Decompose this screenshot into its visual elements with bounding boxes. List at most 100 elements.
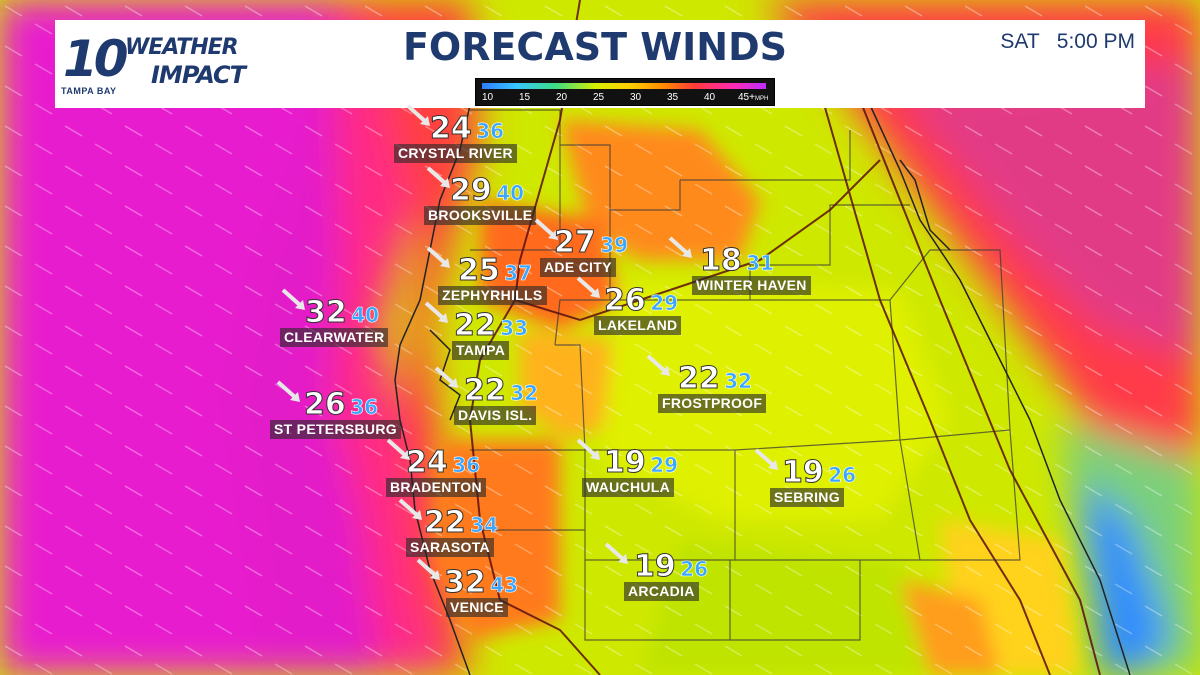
county-lines	[470, 109, 1021, 641]
city-label: VENICE	[446, 598, 508, 617]
sustained-wind: 22	[454, 308, 497, 343]
wind-arrow-icon	[406, 104, 430, 126]
legend-unit: MPH	[754, 96, 769, 102]
city-label: CLEARWATER	[280, 328, 389, 347]
legend-tick: 25	[593, 92, 605, 103]
gust-wind: 43	[490, 573, 519, 597]
sustained-wind: 19	[782, 455, 825, 490]
city-label: ADE CITY	[540, 258, 616, 277]
legend-tick: 15	[519, 92, 531, 103]
wind-arrow-icon	[281, 288, 305, 310]
station-logo: 10 WEATHER IMPACT TAMPA BAY	[59, 32, 309, 102]
gust-wind: 40	[351, 303, 380, 327]
sustained-wind: 22	[678, 361, 721, 396]
sustained-wind: 26	[304, 387, 347, 422]
sustained-wind: 18	[700, 243, 743, 278]
sustained-wind: 26	[604, 283, 647, 318]
legend-tick: 10	[482, 92, 494, 103]
wind-arrow-icon	[754, 448, 778, 470]
wind-values: 26 29	[604, 283, 679, 318]
wind-arrow-icon	[434, 366, 458, 388]
wind-arrow-icon	[576, 276, 600, 298]
sustained-wind: 22	[424, 505, 467, 540]
sustained-wind: 19	[634, 549, 677, 584]
city-label: ST PETERSBURG	[270, 420, 401, 439]
sustained-wind: 25	[458, 253, 501, 288]
gust-wind: 36	[476, 119, 505, 143]
city-label: SEBRING	[770, 488, 844, 507]
wind-values: 22 34	[424, 505, 499, 540]
city-label: CRYSTAL RIVER	[394, 144, 517, 163]
gust-wind: 34	[470, 513, 499, 537]
logo-station-name: TAMPA BAY	[61, 86, 117, 96]
gust-wind: 39	[600, 233, 629, 257]
gust-wind: 37	[504, 261, 533, 285]
wind-arrow-icon	[426, 166, 450, 188]
city-label: FROSTPROOF	[658, 394, 767, 413]
city-label: SARASOTA	[406, 538, 494, 557]
wind-arrow-icon	[386, 438, 410, 460]
city-label: DAVIS ISL.	[454, 406, 537, 425]
sustained-wind: 27	[554, 225, 597, 260]
wind-arrow-icon	[604, 542, 628, 564]
sustained-wind: 24	[406, 445, 449, 480]
gust-wind: 36	[452, 453, 481, 477]
sustained-wind: 32	[305, 295, 348, 330]
legend-tick-max: 45+MPH	[738, 92, 768, 105]
gust-wind: 40	[496, 181, 525, 205]
wind-arrow-icon	[668, 236, 692, 258]
wind-arrow-icon	[426, 246, 450, 268]
gust-wind: 29	[650, 453, 679, 477]
city-label: BROOKSVILLE	[424, 206, 537, 225]
legend-tick: 40	[704, 92, 716, 103]
gust-wind: 26	[828, 463, 857, 487]
sustained-wind: 29	[450, 173, 493, 208]
legend-tick: 30	[630, 92, 642, 103]
city-label: WINTER HAVEN	[692, 276, 811, 295]
wind-arrow-icon	[534, 218, 558, 240]
logo-number: 10	[63, 30, 129, 88]
wind-values: 22 32	[464, 373, 539, 408]
wind-arrow-icon	[398, 498, 422, 520]
wind-values: 29 40	[450, 173, 525, 208]
wind-values: 19 29	[604, 445, 679, 480]
logo-word-impact: IMPACT	[151, 61, 246, 89]
city-label: LAKELAND	[594, 316, 682, 335]
city-label: TAMPA	[452, 341, 510, 360]
sustained-wind: 19	[604, 445, 647, 480]
gust-wind: 33	[500, 316, 529, 340]
wind-values: 18 31	[700, 243, 775, 278]
forecast-timestamp: SAT 5:00 PM	[1000, 30, 1135, 53]
gust-wind: 36	[350, 395, 379, 419]
wind-values: 24 36	[430, 111, 505, 146]
wind-values: 19 26	[782, 455, 857, 490]
sustained-wind: 32	[444, 565, 487, 600]
gust-wind: 26	[680, 557, 709, 581]
gust-wind: 29	[650, 291, 679, 315]
city-label: BRADENTON	[386, 478, 486, 497]
wind-values: 32 40	[305, 295, 380, 330]
city-label: ARCADIA	[624, 582, 699, 601]
wind-values: 19 26	[634, 549, 709, 584]
wind-arrow-icon	[646, 354, 670, 376]
wind-values: 22 32	[678, 361, 753, 396]
page-title: FORECAST WINDS	[402, 25, 788, 69]
logo-word-weather: WEATHER	[125, 35, 239, 60]
wind-values: 32 43	[444, 565, 519, 600]
gust-wind: 31	[746, 251, 775, 275]
legend-tick: 20	[556, 92, 568, 103]
sustained-wind: 22	[464, 373, 507, 408]
wind-values: 27 39	[554, 225, 629, 260]
wind-values: 22 33	[454, 308, 529, 343]
gust-wind: 32	[724, 369, 753, 393]
legend-tick-max-value: 45+	[738, 92, 755, 103]
wind-values: 26 36	[304, 387, 379, 422]
header-banner: 10 WEATHER IMPACT TAMPA BAY FORECAST WIN…	[55, 20, 1145, 108]
wind-arrow-icon	[576, 438, 600, 460]
wind-arrow-icon	[276, 380, 300, 402]
legend-color-bar	[482, 83, 766, 89]
wind-arrow-icon	[416, 558, 440, 580]
sustained-wind: 24	[430, 111, 473, 146]
